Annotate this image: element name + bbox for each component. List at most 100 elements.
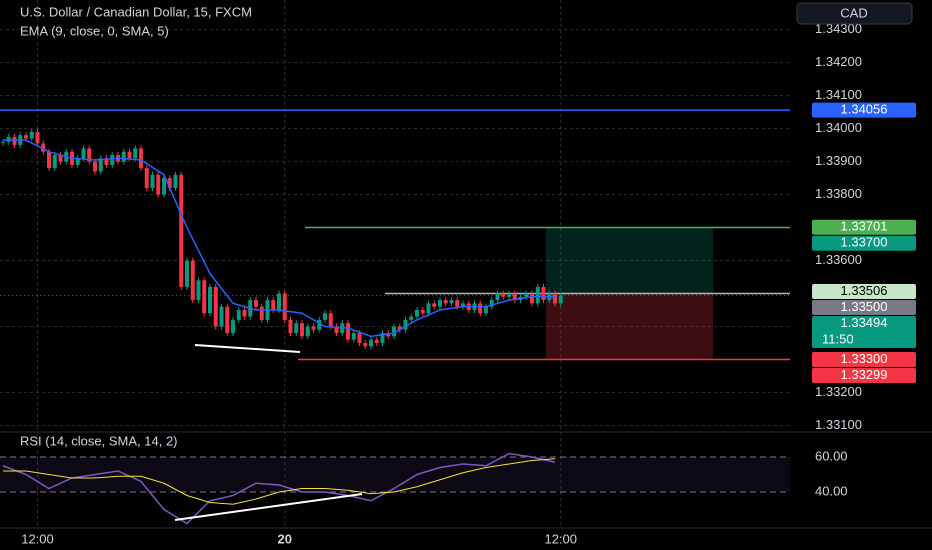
candle	[409, 316, 414, 320]
candle	[489, 300, 494, 307]
candle	[432, 303, 437, 307]
candle	[104, 158, 109, 165]
candle	[288, 319, 293, 334]
candle	[294, 323, 299, 334]
candle	[41, 143, 46, 152]
candle	[300, 323, 304, 337]
rsi-band	[0, 457, 790, 492]
price-label: 1.33506	[841, 283, 888, 298]
x-tick-label: 12:00	[544, 531, 577, 546]
candle	[139, 148, 143, 169]
candle	[328, 313, 333, 327]
candle	[351, 333, 356, 340]
candle	[225, 306, 230, 334]
y-tick-label: 1.34200	[815, 54, 862, 69]
candle	[6, 136, 11, 142]
candle	[530, 293, 534, 304]
candle	[317, 319, 322, 330]
rsi-ma-line	[3, 458, 556, 505]
candle	[1, 141, 5, 143]
currency-label: CAD	[840, 5, 867, 20]
candle	[311, 326, 316, 330]
candle	[87, 148, 92, 162]
candle	[323, 313, 327, 320]
candle	[438, 300, 442, 307]
countdown-label: 11:50	[822, 331, 854, 346]
price-label-box	[812, 367, 916, 383]
price-label: 1.33494	[841, 315, 888, 330]
candle	[254, 300, 258, 307]
y-tick-label: 1.33200	[815, 384, 862, 399]
candle	[179, 174, 184, 287]
candle	[236, 309, 241, 320]
price-label: 1.33500	[841, 299, 888, 314]
candle	[392, 326, 396, 337]
indicator-label: EMA (9, close, 0, SMA, 5)	[20, 23, 169, 38]
y-tick-label: 1.33800	[815, 186, 862, 201]
chart-title: U.S. Dollar / Canadian Dollar, 15, FXCM	[20, 4, 252, 19]
price-label: 1.34056	[841, 102, 888, 117]
candle	[242, 309, 247, 317]
candle	[541, 286, 546, 301]
candle	[420, 309, 425, 314]
candle	[535, 286, 540, 304]
candle	[173, 174, 178, 188]
price-label: 1.33700	[841, 235, 888, 250]
candle	[47, 151, 51, 169]
price-label: 1.33701	[841, 219, 888, 234]
candle	[81, 148, 86, 159]
candle	[426, 303, 431, 314]
price-label: 1.33299	[841, 367, 888, 382]
candle	[305, 326, 310, 337]
candle	[484, 306, 488, 314]
candle	[110, 154, 115, 165]
candle	[277, 293, 281, 310]
currency-button[interactable]	[796, 2, 913, 25]
rsi-tick-label: 40.00	[815, 483, 848, 498]
y-tick-label: 1.33900	[815, 153, 862, 168]
candle	[449, 300, 454, 304]
candle	[415, 309, 419, 317]
candle	[52, 154, 57, 169]
candle	[271, 300, 276, 310]
price-label-box	[812, 316, 916, 349]
candle	[524, 293, 529, 297]
candle	[208, 286, 212, 314]
candle	[461, 303, 465, 307]
y-tick-label: 1.34300	[815, 21, 862, 36]
loss-zone	[546, 293, 713, 360]
candle	[150, 174, 155, 188]
y-tick-label: 1.34100	[815, 87, 862, 102]
candle	[380, 333, 385, 343]
candle	[156, 174, 161, 195]
candle	[29, 131, 34, 139]
x-tick-label: 12:00	[21, 531, 54, 546]
candle	[162, 178, 166, 195]
candle	[213, 286, 218, 327]
candle	[93, 161, 97, 172]
candle	[24, 135, 28, 139]
y-tick-label: 1.33100	[815, 417, 862, 432]
candle	[478, 303, 483, 314]
candle	[512, 293, 517, 301]
price-label-box	[812, 300, 916, 316]
candle	[219, 306, 224, 327]
candle	[35, 131, 40, 144]
profit-zone	[546, 227, 713, 294]
candle	[397, 326, 402, 330]
candle	[121, 151, 126, 162]
candle	[455, 300, 460, 307]
candle	[558, 295, 563, 304]
candle	[369, 339, 373, 347]
candle	[346, 323, 350, 340]
price-label-box	[812, 284, 916, 300]
price-label-box	[812, 219, 916, 235]
candle	[58, 154, 63, 162]
candle	[443, 300, 448, 304]
candle	[403, 319, 408, 330]
price-label-box	[812, 235, 916, 251]
candle	[386, 333, 391, 337]
